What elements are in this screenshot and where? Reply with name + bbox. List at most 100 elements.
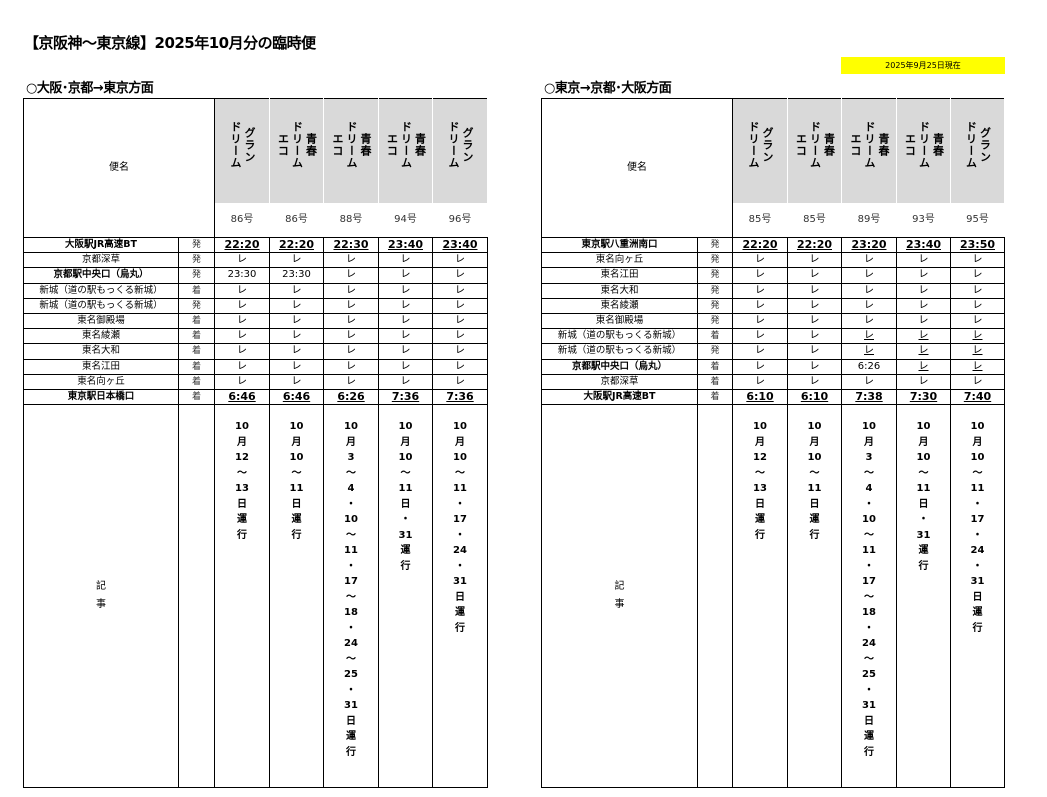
service-name-cell: グラン ドリーム [950,98,1005,203]
notes-label-text: 記 事 [614,581,625,611]
pass-mark: レ [378,297,433,314]
pass-mark: レ [432,343,488,360]
pass-mark: レ [732,297,788,314]
pass-mark: レ [896,312,951,330]
service-name: 青春 ドリーム エコ [903,121,945,169]
service-name-header: 便名 [541,98,733,238]
table-row: 新城（道の駅もっくる新城）着レレレレレ [23,282,488,299]
pass-mark: レ [323,267,379,284]
service-notes: 10 月 10 ～ 11 日 ・ 31 運 行 [378,404,433,789]
pass-mark: レ [378,282,433,299]
pass-mark: レ [432,373,488,390]
pass-mark: レ [732,282,788,299]
time-cell: 7:30 [896,388,951,406]
service-name: グラン ドリーム [747,121,774,169]
station-name: 東名大和 [23,343,179,360]
arrive-depart-marker: 発 [178,252,215,269]
pass-mark: レ [841,343,897,360]
service-name-cell: 青春 ドリーム エコ [787,98,842,203]
station-name: 新城（道の駅もっくる新城） [23,282,179,299]
pass-mark: レ [214,358,270,375]
time-cell: 6:46 [269,388,324,406]
notes-label-text: 記 事 [96,581,106,611]
station-name: 東名江田 [541,267,698,284]
service-notes-text: 10 月 10 ～ 11 日 運 行 [807,421,822,541]
service-notes-text: 10 月 3 ～ 4 ・ 10 ～ 11 ・ 17 ～ 18 ・ 24 ～ 25… [344,421,358,758]
arrive-depart-marker: 発 [178,236,215,254]
notes-spacer [178,404,215,789]
table-row: 新城（道の駅もっくる新城）発レレレレレ [541,343,1005,360]
service-number: 86号 [214,203,270,238]
table-row: 京都深草着レレレレレ [541,373,1005,390]
service-name: 青春 ドリーム エコ [331,121,372,169]
service-name: 青春 ドリーム エコ [385,121,427,169]
arrive-depart-marker: 発 [697,343,733,360]
pass-mark: レ [950,282,1005,299]
pass-mark: レ [378,328,433,345]
time-cell: 7:38 [841,388,897,406]
pass-mark: レ [214,252,270,269]
station-name: 京都駅中央口（烏丸） [541,358,698,375]
time-cell: 6:10 [787,388,842,406]
table-row: 東名江田着レレレレレ [23,358,488,375]
service-number: 95号 [950,203,1005,238]
service-number: 93号 [896,203,951,238]
table-row: 京都深草発レレレレレ [23,252,488,269]
pass-mark: レ [787,267,842,284]
service-notes: 10 月 3 ～ 4 ・ 10 ～ 11 ・ 17 ～ 18 ・ 24 ～ 25… [841,404,897,789]
time-cell: 23:30 [214,267,270,284]
pass-mark: レ [214,343,270,360]
service-notes-text: 10 月 12 ～ 13 日 運 行 [235,421,249,541]
pass-mark: レ [841,282,897,299]
service-name: 青春 ドリーム エコ [794,121,836,169]
station-name: 東名大和 [541,282,698,299]
pass-mark: レ [896,328,951,345]
pass-mark: レ [732,312,788,330]
time-cell: 23:50 [950,236,1005,254]
pass-mark: レ [323,328,379,345]
pass-mark: レ [896,358,951,375]
pass-mark: レ [432,252,488,269]
arrive-depart-marker: 着 [697,328,733,345]
service-name-cell: 青春 ドリーム エコ [896,98,951,203]
pass-mark: レ [432,328,488,345]
pass-mark: レ [214,373,270,390]
pass-mark: レ [378,358,433,375]
service-name: 青春 ドリーム エコ [276,121,318,169]
time-cell: 6:46 [214,388,270,406]
table-row: 東名御殿場着レレレレレ [23,312,488,330]
time-cell: 22:20 [787,236,842,254]
pass-mark: レ [732,373,788,390]
pass-mark: レ [950,297,1005,314]
time-cell: 22:20 [214,236,270,254]
table-row: 大阪駅JR高速BT 発 22:20 22:20 22:30 23:40 23:40 [23,236,488,254]
pass-mark: レ [787,358,842,375]
station-name: 新城（道の駅もっくる新城） [541,343,698,360]
arrive-depart-marker: 着 [697,388,733,406]
pass-mark: レ [323,282,379,299]
pass-mark: レ [841,373,897,390]
arrive-depart-marker: 発 [697,282,733,299]
service-notes: 10 月 10 ～ 11 ・ 17 ・ 24 ・ 31 日 運 行 [950,404,1005,789]
arrive-depart-marker: 着 [178,373,215,390]
station-name: 京都深草 [23,252,179,269]
pass-mark: レ [896,267,951,284]
arrive-depart-marker: 発 [178,297,215,314]
time-cell: 7:36 [432,388,488,406]
pass-mark: レ [269,282,324,299]
pass-mark: レ [787,328,842,345]
arrive-depart-marker: 発 [697,236,733,254]
station-name: 京都駅中央口（烏丸） [23,267,179,284]
time-cell: 23:40 [432,236,488,254]
pass-mark: レ [896,373,951,390]
pass-mark: レ [378,312,433,330]
pass-mark: レ [269,373,324,390]
service-number: 85号 [732,203,788,238]
station-name: 東名綾瀬 [23,328,179,345]
station-name: 東名御殿場 [541,312,698,330]
arrive-depart-marker: 着 [178,312,215,330]
service-number: 85号 [787,203,842,238]
pass-mark: レ [787,252,842,269]
time-cell: 22:20 [732,236,788,254]
pass-mark: レ [269,312,324,330]
